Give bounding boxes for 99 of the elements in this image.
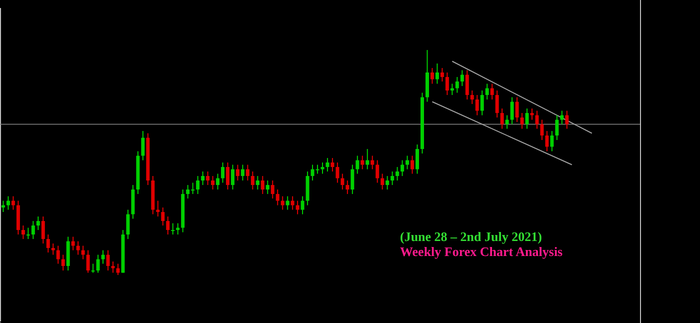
candlestick (366, 148, 370, 170)
candlestick (495, 90, 499, 118)
candlestick (6, 196, 10, 210)
candlestick (410, 155, 414, 174)
candlestick (470, 90, 474, 104)
candlestick (126, 209, 130, 240)
candlestick (480, 90, 484, 116)
candlestick (525, 108, 529, 130)
candlestick (346, 180, 350, 194)
candlestick (320, 162, 324, 174)
candlestick (161, 207, 165, 226)
candlestick (390, 171, 394, 186)
candlestick (141, 130, 145, 161)
candlestick (370, 155, 374, 170)
candlestick (475, 94, 479, 116)
candlestick (510, 96, 514, 125)
candlestick (490, 83, 494, 100)
candlestick (246, 164, 250, 181)
candlestick (440, 68, 444, 82)
candlestick (406, 155, 410, 170)
candlestick (76, 240, 80, 256)
candlestick (266, 180, 270, 194)
candlestick (31, 220, 35, 240)
candlestick (86, 250, 90, 274)
candlestick (216, 173, 220, 190)
candlestick (116, 263, 120, 276)
candlestick (465, 70, 469, 100)
candlestick (220, 162, 224, 184)
candlestick (485, 83, 489, 100)
candlestick (396, 166, 400, 181)
candlestick (56, 245, 60, 264)
candlestick (286, 196, 290, 210)
candlestick (11, 196, 15, 210)
candlestick (550, 130, 554, 152)
candlestick (230, 164, 234, 190)
candlestick (211, 176, 214, 190)
candlestick (296, 200, 300, 215)
candlestick (61, 254, 65, 271)
candlestick (226, 162, 230, 190)
candlestick (450, 83, 454, 96)
candlestick (280, 196, 284, 210)
candlestick (166, 216, 170, 235)
candlestick (71, 236, 75, 251)
candlestick (336, 162, 340, 184)
candlestick (515, 96, 519, 122)
candlestick (505, 114, 509, 130)
candlestick (530, 108, 534, 120)
candlestick (290, 196, 294, 210)
candlestick (206, 171, 210, 186)
candlestick (41, 216, 45, 244)
candlestick (540, 119, 544, 140)
candlestick (26, 227, 30, 240)
candlestick (460, 70, 464, 86)
candlestick (240, 164, 244, 181)
candlestick (535, 110, 539, 130)
candlestick (330, 158, 334, 172)
candlestick (111, 261, 115, 274)
candlestick (545, 130, 549, 152)
candlestick (555, 114, 559, 140)
candlestick (250, 171, 254, 190)
candlestick (520, 112, 524, 130)
candlestick (400, 160, 404, 176)
candlestick (201, 171, 205, 186)
candlestick (1, 200, 5, 212)
candlestick (81, 245, 85, 260)
candlestick (416, 144, 420, 174)
candlestick (560, 110, 564, 125)
candlestick (171, 222, 175, 235)
candlestick (380, 173, 384, 190)
candlestick (270, 180, 274, 199)
candlestick (276, 189, 280, 206)
candlestick (445, 72, 449, 96)
candlestick (430, 68, 434, 84)
annotation: Weekly Forex Chart Analysis (400, 244, 563, 259)
candlestick (435, 63, 439, 84)
candlestick (51, 243, 55, 256)
candlestick (21, 225, 25, 240)
candlestick (356, 155, 360, 174)
annotation: (June 28 – 2nd July 2021) (400, 229, 542, 244)
candlestick (360, 155, 364, 170)
candlestick (350, 164, 354, 194)
candlestick (46, 234, 50, 253)
candlestick (236, 164, 240, 181)
candlestick (565, 110, 569, 130)
candlestick (260, 176, 264, 194)
candlestick (36, 216, 40, 230)
candlestick (340, 173, 344, 190)
candlestick (500, 108, 504, 130)
candlestick (256, 176, 260, 190)
candlestick (196, 176, 200, 194)
candlestick (326, 158, 330, 172)
candlestick (300, 196, 304, 215)
candlestick (101, 250, 105, 264)
candlestick (96, 254, 100, 274)
candlestick (376, 160, 380, 184)
candlestick (455, 76, 459, 94)
candlestick (176, 222, 180, 235)
candlestick (386, 176, 390, 190)
candlestick (156, 200, 160, 217)
